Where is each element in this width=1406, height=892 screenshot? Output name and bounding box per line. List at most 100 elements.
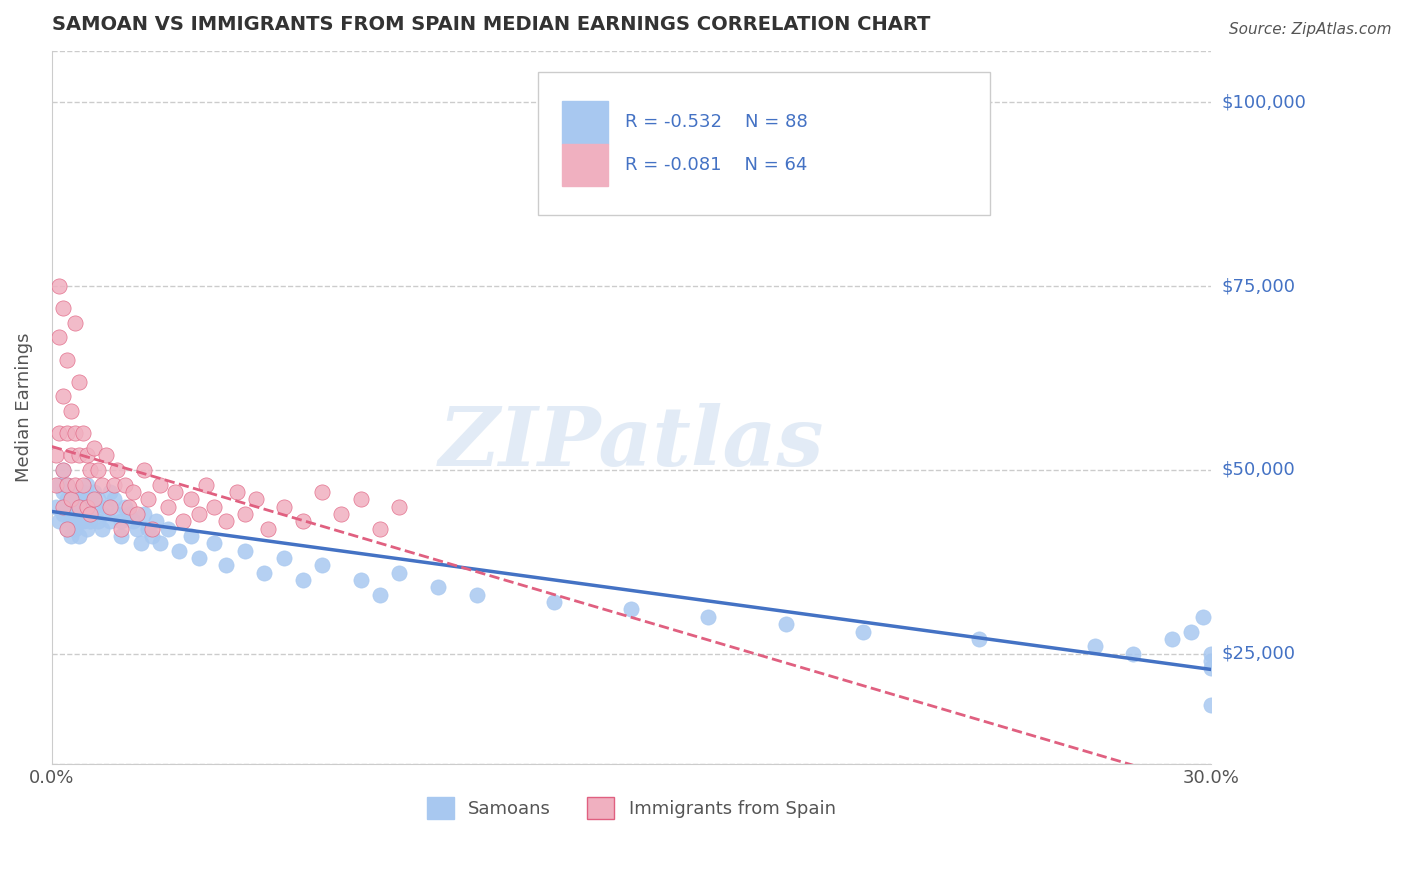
Point [1161, 632, 1184, 646]
Point [98, 514, 121, 528]
Point [103, 492, 125, 507]
Point [107, 463, 129, 477]
Point [56, 522, 79, 536]
Point [91, 477, 114, 491]
Point [134, 507, 156, 521]
Point [1122, 647, 1144, 661]
Point [63, 514, 86, 528]
Y-axis label: Median Earnings: Median Earnings [15, 333, 32, 482]
Point [1199, 698, 1222, 712]
Point [56, 425, 79, 440]
Point [83, 492, 105, 507]
Text: R = -0.532    N = 88: R = -0.532 N = 88 [626, 113, 808, 131]
Point [87, 463, 110, 477]
Point [1199, 654, 1222, 668]
Point [122, 514, 145, 528]
Point [311, 558, 333, 573]
Point [368, 522, 391, 536]
Point [76, 477, 98, 491]
Point [156, 522, 179, 536]
Point [63, 316, 86, 330]
Text: ZIPatlas: ZIPatlas [439, 403, 824, 483]
Point [1199, 661, 1222, 675]
Point [852, 624, 875, 639]
Point [79, 463, 101, 477]
Point [63, 484, 86, 499]
Point [60, 492, 83, 507]
Point [52, 463, 75, 477]
Point [136, 522, 159, 536]
Point [368, 588, 391, 602]
Point [149, 536, 172, 550]
Point [60, 484, 83, 499]
Point [107, 507, 129, 521]
Point [257, 522, 280, 536]
Point [291, 514, 314, 528]
Point [273, 500, 295, 514]
Point [83, 441, 105, 455]
Point [172, 514, 194, 528]
Point [60, 492, 83, 507]
Point [83, 484, 105, 499]
Point [214, 514, 236, 528]
Point [87, 492, 110, 507]
Point [94, 500, 117, 514]
Point [52, 484, 75, 499]
Point [76, 522, 98, 536]
Point [48, 514, 70, 528]
Point [63, 522, 86, 536]
Point [156, 500, 179, 514]
Point [620, 602, 643, 616]
Point [202, 536, 225, 550]
Point [967, 632, 990, 646]
Point [83, 500, 105, 514]
Point [79, 492, 101, 507]
Text: Source: ZipAtlas.com: Source: ZipAtlas.com [1229, 22, 1392, 37]
Point [134, 463, 156, 477]
Point [56, 500, 79, 514]
Point [180, 529, 202, 543]
Point [543, 595, 565, 609]
Point [72, 492, 94, 507]
Point [125, 507, 148, 521]
Point [76, 500, 98, 514]
Point [427, 581, 450, 595]
Point [52, 301, 75, 315]
Point [79, 507, 101, 521]
Point [311, 484, 333, 499]
Point [45, 477, 67, 491]
Point [273, 551, 295, 566]
Point [67, 375, 90, 389]
Point [98, 484, 121, 499]
Text: $50,000: $50,000 [1222, 461, 1295, 479]
Point [63, 425, 86, 440]
Point [187, 507, 209, 521]
Point [141, 522, 163, 536]
Point [52, 500, 75, 514]
Point [72, 484, 94, 499]
Bar [561, 144, 607, 186]
Text: R = -0.081    N = 64: R = -0.081 N = 64 [626, 156, 808, 174]
Bar [561, 101, 607, 144]
Point [60, 448, 83, 462]
Point [67, 500, 90, 514]
Point [56, 477, 79, 491]
Point [110, 514, 132, 528]
Point [67, 514, 90, 528]
Point [72, 514, 94, 528]
Point [67, 492, 90, 507]
Point [52, 389, 75, 403]
Point [94, 448, 117, 462]
Text: $100,000: $100,000 [1222, 94, 1306, 112]
Point [1199, 647, 1222, 661]
Point [72, 477, 94, 491]
Point [697, 609, 720, 624]
Point [60, 507, 83, 521]
Point [79, 507, 101, 521]
Point [52, 507, 75, 521]
Point [180, 492, 202, 507]
Point [48, 425, 70, 440]
Point [45, 448, 67, 462]
Point [167, 543, 190, 558]
Point [91, 507, 114, 521]
